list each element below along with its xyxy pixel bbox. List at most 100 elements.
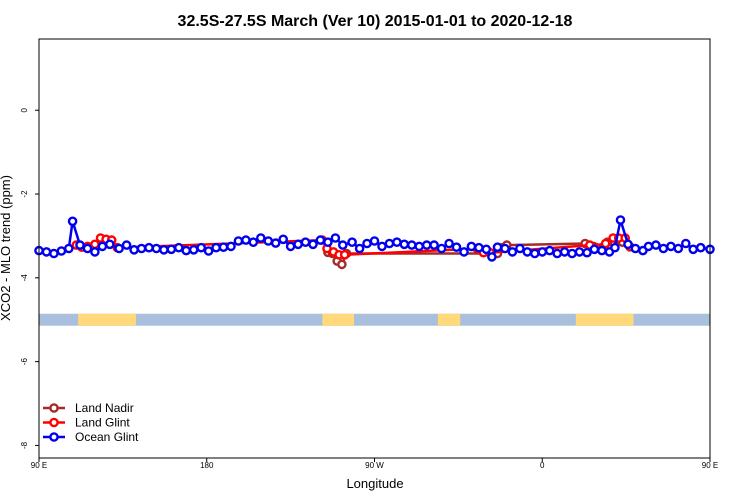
data-point (218, 242, 229, 252)
land-band (78, 313, 136, 326)
data-point (421, 240, 432, 250)
data-point (362, 238, 372, 249)
y-tick-label: -6 (20, 358, 29, 366)
x-tick-label: 90 E (31, 461, 47, 470)
y-tick-label: -4 (20, 274, 29, 282)
data-point (392, 237, 402, 247)
data-point (466, 241, 477, 252)
legend-label: Land Nadir (75, 401, 134, 415)
data-point (211, 242, 221, 253)
data-point (582, 247, 592, 258)
data-point (90, 239, 100, 250)
data-point (630, 243, 641, 254)
data-point (643, 241, 654, 252)
data-point (67, 216, 78, 227)
data-point (159, 244, 169, 255)
legend-swatch-marker (49, 403, 59, 413)
data-point (97, 241, 108, 252)
x-axis: 90 E 180 90 W 0 90 E (31, 458, 718, 470)
x-tick-label: 90 E (702, 461, 718, 470)
legend-item: Land Glint (43, 416, 130, 430)
legend-item: Ocean Glint (43, 430, 139, 444)
data-point (436, 243, 447, 254)
data-point (559, 247, 570, 257)
x-tick-label: 90 W (365, 461, 384, 470)
chart-title: 32.5S-27.5S March (Ver 10) 2015-01-01 to… (178, 13, 573, 30)
data-point (429, 240, 439, 250)
data-point (90, 247, 100, 257)
data-point (188, 244, 199, 255)
data-point (688, 244, 699, 255)
data-point (270, 238, 281, 248)
series-ocean-glint (34, 215, 715, 262)
data-point (666, 241, 676, 252)
data-point (323, 237, 333, 247)
data-point (451, 242, 462, 252)
data-point (695, 242, 706, 253)
data-point (41, 247, 52, 257)
data-point (597, 245, 607, 256)
data-point (226, 241, 236, 252)
y-tick-label: 0 (20, 107, 29, 112)
legend-label: Ocean Glint (75, 430, 139, 444)
ocean-band (39, 313, 710, 326)
data-point (673, 243, 684, 254)
data-point (105, 239, 115, 250)
data-point (500, 243, 510, 254)
data-point (315, 235, 326, 245)
y-tick-label: -2 (20, 190, 29, 198)
land-sea-mask (39, 313, 710, 326)
data-point (64, 243, 74, 254)
data-point (255, 233, 266, 243)
legend-label: Land Glint (75, 416, 130, 430)
data-point (241, 235, 251, 245)
data-point (459, 247, 469, 257)
x-tick-label: 0 (540, 461, 545, 470)
data-point (522, 247, 533, 257)
data-point (537, 247, 548, 257)
data-point (263, 236, 274, 246)
data-point (114, 243, 124, 254)
data-point (339, 249, 350, 260)
data-point (406, 240, 417, 250)
data-point (384, 238, 395, 249)
legend-swatch-marker (49, 432, 59, 442)
land-band (322, 313, 354, 326)
data-point (129, 244, 139, 255)
data-point (337, 240, 348, 250)
data-point (544, 245, 555, 256)
y-axis: 0 -2 -4 -6 -8 (20, 107, 39, 449)
data-point (151, 243, 162, 254)
data-point (507, 247, 518, 257)
x-axis-label: Longitude (346, 476, 403, 491)
data-point (82, 243, 93, 254)
data-point (248, 237, 259, 247)
data-point (337, 259, 347, 270)
data-point (354, 243, 365, 254)
data-point (121, 240, 132, 250)
data-point (285, 241, 296, 252)
data-point (658, 243, 669, 254)
y-tick-label: -8 (20, 441, 29, 449)
data-point (399, 239, 410, 250)
data-point (515, 243, 525, 254)
data-point (136, 243, 147, 254)
data-point (552, 248, 563, 259)
land-band (437, 313, 461, 326)
data-point (173, 242, 184, 253)
data-point (610, 242, 620, 253)
data-point (377, 241, 387, 252)
data-point (181, 245, 191, 256)
x-tick-label: 180 (200, 461, 214, 470)
y-axis-label: XCO2 - MLO trend (ppm) (0, 175, 13, 321)
data-point (414, 241, 425, 252)
data-point (347, 237, 357, 247)
data-point (444, 238, 454, 249)
data-point (589, 244, 600, 255)
data-point (196, 242, 206, 253)
data-point (203, 246, 214, 256)
data-point (369, 236, 380, 246)
data-point (567, 248, 577, 259)
data-point (144, 242, 154, 253)
